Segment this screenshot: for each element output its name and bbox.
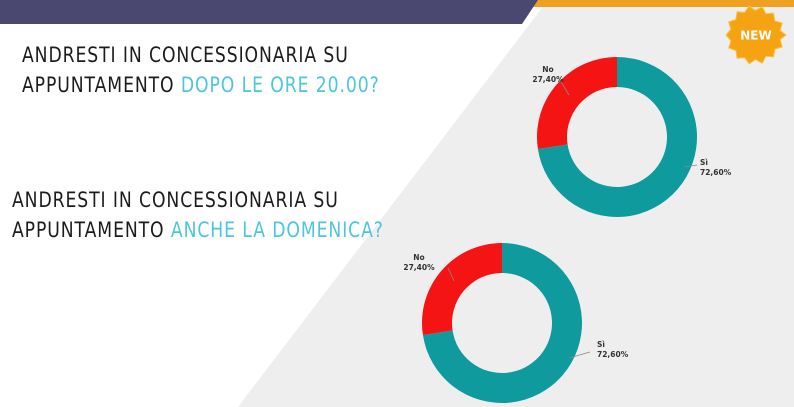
slice-no (422, 243, 502, 336)
leader-no (447, 267, 455, 282)
question-1-highlight: DOPO LE ORE 20.00? (180, 73, 380, 97)
gray-panel (238, 4, 794, 407)
question-2-line-1: ANDRESTI IN CONCESSIONARIA SU (12, 188, 339, 212)
donut-chart-1: Sì 72,60% No 27,40% (532, 57, 732, 217)
leader-si (568, 351, 591, 359)
label-no-name: No (542, 65, 553, 74)
label-si-name: Sì (700, 158, 708, 167)
leader-no (559, 79, 570, 96)
label-no-value: 27,40% (532, 75, 564, 84)
question-1: ANDRESTI IN CONCESSIONARIA SU APPUNTAMENT… (22, 40, 380, 100)
header-banner (0, 0, 538, 24)
question-2: ANDRESTI IN CONCESSIONARIA SU APPUNTAMENT… (12, 185, 384, 245)
label-si-name: Sì (597, 340, 605, 349)
question-2-line-2: APPUNTAMENTO (12, 218, 165, 242)
starburst-icon (725, 5, 787, 65)
label-si-value: 72,60% (597, 350, 629, 359)
label-si-value: 72,60% (700, 168, 732, 177)
slice-no (536, 57, 617, 150)
new-badge: NEW (725, 5, 787, 65)
question-1-line-2: APPUNTAMENTO (22, 73, 175, 97)
label-no-name: No (413, 253, 424, 262)
question-2-highlight: ANCHE LA DOMENICA? (170, 218, 384, 242)
accent-bar (519, 0, 794, 7)
slice-si (422, 243, 582, 403)
label-no-value: 27,40% (403, 263, 435, 272)
donut-chart-2: Sì 72,60% No 27,40% (403, 243, 629, 403)
slice-si (537, 57, 697, 217)
badge-label: NEW (740, 29, 771, 43)
leader-si (683, 164, 698, 168)
question-1-line-1: ANDRESTI IN CONCESSIONARIA SU (22, 43, 349, 67)
